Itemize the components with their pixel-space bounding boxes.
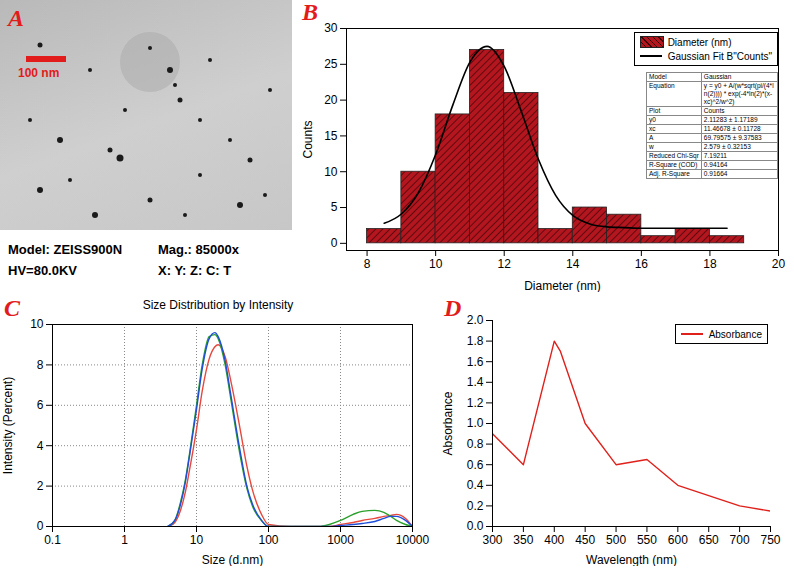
svg-text:25: 25: [324, 57, 338, 71]
html-text:Size Distribution by Intensity: Size Distribution by Intensity: [142, 298, 294, 312]
svg-text:0.4: 0.4: [467, 478, 484, 492]
svg-text:15: 15: [324, 129, 338, 143]
svg-text:300: 300: [482, 533, 502, 547]
svg-text:0: 0: [331, 236, 338, 250]
svg-text:1000: 1000: [327, 533, 354, 547]
html-text:Gaussian: Gaussian: [703, 73, 732, 80]
html-text:Mag.: 85000x: Mag.: 85000x: [158, 242, 239, 257]
svg-text:1.6: 1.6: [467, 355, 484, 369]
svg-text:12: 12: [498, 257, 512, 271]
svg-text:0.0: 0.0: [467, 519, 484, 533]
svg-text:750: 750: [760, 533, 780, 547]
svg-text:4: 4: [37, 439, 44, 453]
svg-text:400: 400: [544, 533, 564, 547]
html-text:11.46678 ± 0.11728: 11.46678 ± 0.11728: [703, 125, 761, 132]
svg-text:0.8: 0.8: [467, 437, 484, 451]
svg-text:14: 14: [566, 257, 580, 271]
svg-text:Diameter (nm): Diameter (nm): [524, 279, 601, 293]
svg-text:2: 2: [37, 479, 44, 493]
html-text:2.11283 ± 1.17189: 2.11283 ± 1.17189: [703, 116, 758, 123]
svg-text:100: 100: [258, 533, 278, 547]
svg-text:0.6: 0.6: [467, 458, 484, 472]
svg-text:0.2: 0.2: [467, 499, 484, 513]
svg-text:650: 650: [699, 533, 719, 547]
html-text:HV=80.0KV: HV=80.0KV: [8, 263, 77, 278]
html-text:Absorbance: Absorbance: [708, 328, 762, 340]
html-text:7.19211: 7.19211: [703, 152, 727, 159]
svg-text:2.0: 2.0: [467, 313, 484, 327]
svg-text:1: 1: [121, 533, 128, 547]
svg-text:16: 16: [635, 257, 649, 271]
html-text:X: Y: Z: C: T: X: Y: Z: C: T: [158, 263, 232, 278]
svg-text:30: 30: [324, 21, 338, 35]
svg-text:700: 700: [730, 533, 750, 547]
svg-text:8: 8: [37, 358, 44, 372]
svg-text:18: 18: [703, 257, 717, 271]
svg-text:450: 450: [575, 533, 595, 547]
html-text:Model: ZEISS900N: Model: ZEISS900N: [8, 242, 123, 257]
html-text:100 nm: 100 nm: [18, 66, 60, 80]
svg-text:1.0: 1.0: [467, 416, 484, 430]
svg-text:1.8: 1.8: [467, 334, 484, 348]
html-text:0.94164: 0.94164: [703, 161, 728, 168]
svg-text:5: 5: [331, 200, 338, 214]
html-text:y0: y0: [649, 116, 656, 123]
html-text:2.579 ± 0.32153: 2.579 ± 0.32153: [703, 143, 751, 150]
svg-text:Size (d.nm): Size (d.nm): [202, 553, 263, 567]
html-text:R-Square (COD): R-Square (COD): [649, 161, 698, 168]
svg-text:10: 10: [190, 533, 204, 547]
svg-text:10: 10: [429, 257, 443, 271]
html-text:w: w: [649, 143, 654, 150]
html-text:Gaussian Fit B"Counts": Gaussian Fit B"Counts": [667, 50, 772, 62]
svg-text:6: 6: [37, 398, 44, 412]
svg-text:350: 350: [513, 533, 533, 547]
svg-text:550: 550: [637, 533, 657, 547]
html-text:Reduced Chi-Sqr: Reduced Chi-Sqr: [649, 152, 699, 159]
html-text:y = y0 + A/(w*sqrt(pi/(4*ln(2): y = y0 + A/(w*sqrt(pi/(4*ln(2)))) * exp(…: [703, 82, 774, 105]
svg-text:Wavelength (nm): Wavelength (nm): [586, 553, 677, 567]
html-text:Diameter (nm): Diameter (nm): [667, 36, 732, 48]
html-text:0.91664: 0.91664: [703, 170, 728, 177]
html-text:D: D: [444, 295, 462, 321]
svg-text:Absorbance: Absorbance: [441, 391, 455, 455]
html-text:Adj. R-Square: Adj. R-Square: [649, 170, 690, 177]
svg-text:1.4: 1.4: [467, 375, 484, 389]
html-text:xc: xc: [649, 125, 656, 132]
svg-text:Counts: Counts: [301, 120, 315, 158]
svg-text:0.1: 0.1: [44, 533, 61, 547]
svg-text:500: 500: [606, 533, 626, 547]
svg-text:20: 20: [772, 257, 786, 271]
svg-text:600: 600: [668, 533, 688, 547]
html-text:69.79575 ± 9.37583: 69.79575 ± 9.37583: [703, 134, 762, 141]
svg-text:Intensity (Percent): Intensity (Percent): [1, 377, 15, 474]
html-text:C: C: [4, 295, 20, 321]
svg-text:10: 10: [324, 165, 338, 179]
html-text:Plot: Plot: [649, 107, 661, 114]
html-text:Equation: Equation: [649, 82, 675, 89]
html-text:A: A: [8, 5, 24, 31]
svg-text:10: 10: [30, 317, 44, 331]
html-text:A: A: [649, 134, 654, 141]
html-text:Counts: Counts: [703, 107, 725, 114]
svg-text:20: 20: [324, 93, 338, 107]
svg-text:10000: 10000: [396, 533, 430, 547]
html-text:B: B: [302, 0, 318, 25]
html-text:Model: Model: [649, 73, 667, 80]
svg-text:8: 8: [364, 257, 371, 271]
svg-text:0: 0: [37, 519, 44, 533]
svg-text:1.2: 1.2: [467, 396, 484, 410]
